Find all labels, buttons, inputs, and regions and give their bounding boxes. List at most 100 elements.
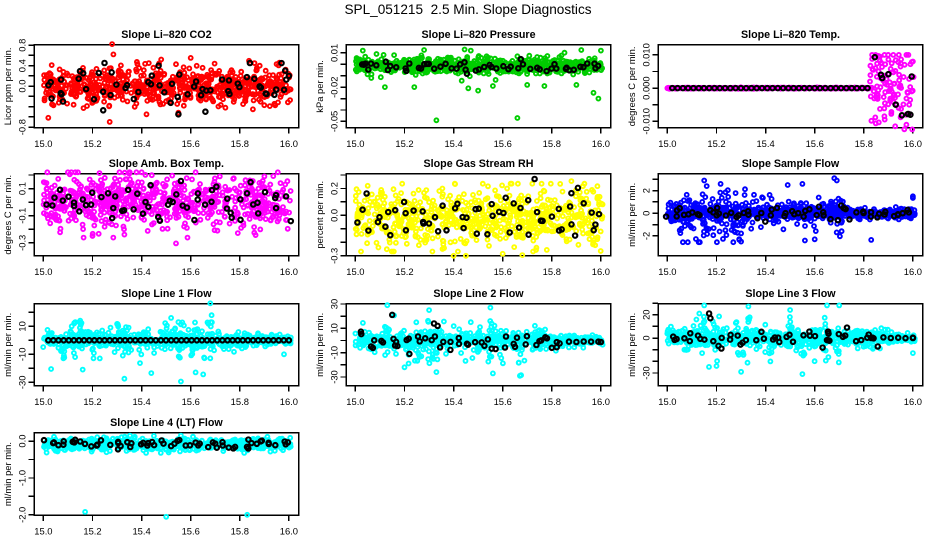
svg-text:15.0: 15.0 [658, 138, 676, 149]
svg-text:16.0: 16.0 [592, 138, 610, 149]
svg-text:15.0: 15.0 [346, 266, 364, 277]
svg-text:0: 0 [641, 211, 652, 216]
svg-text:30: 30 [329, 299, 340, 309]
svg-text:Slope Li–820 Pressure: Slope Li–820 Pressure [421, 29, 535, 41]
svg-text:degrees C per min.: degrees C per min. [2, 175, 13, 255]
svg-text:Slope Line 2 Flow: Slope Line 2 Flow [433, 288, 524, 300]
svg-text:16.0: 16.0 [592, 396, 610, 407]
svg-text:0.1: 0.1 [17, 182, 28, 195]
svg-text:15.4: 15.4 [756, 266, 774, 277]
svg-text:15.6: 15.6 [806, 396, 824, 407]
svg-text:16.0: 16.0 [904, 396, 922, 407]
svg-text:10: 10 [17, 321, 28, 331]
svg-text:15.2: 15.2 [83, 526, 101, 537]
svg-text:15.2: 15.2 [395, 138, 413, 149]
svg-text:15.2: 15.2 [707, 266, 725, 277]
svg-text:15.6: 15.6 [182, 138, 200, 149]
svg-text:15.4: 15.4 [132, 266, 150, 277]
svg-text:-0.3: -0.3 [329, 248, 340, 264]
svg-text:Slope Line 3 Flow: Slope Line 3 Flow [745, 288, 836, 300]
svg-text:0.8: 0.8 [17, 39, 28, 52]
svg-text:16.0: 16.0 [280, 526, 298, 537]
svg-text:kPa per min.: kPa per min. [314, 60, 325, 113]
svg-text:Slope Sample Flow: Slope Sample Flow [742, 158, 840, 170]
svg-text:-0.010: -0.010 [641, 108, 652, 135]
svg-text:15.8: 15.8 [543, 266, 561, 277]
svg-text:-0.3: -0.3 [17, 235, 28, 251]
svg-text:15.4: 15.4 [132, 396, 150, 407]
svg-text:-2: -2 [641, 232, 652, 240]
svg-text:0.0: 0.0 [329, 209, 340, 222]
svg-text:15.0: 15.0 [34, 396, 52, 407]
svg-text:-30: -30 [641, 366, 652, 380]
svg-text:16.0: 16.0 [280, 266, 298, 277]
svg-text:15.2: 15.2 [395, 396, 413, 407]
svg-text:15.6: 15.6 [494, 266, 512, 277]
svg-text:-30: -30 [329, 370, 340, 384]
svg-text:Slope Gas Stream RH: Slope Gas Stream RH [424, 158, 534, 170]
svg-text:2: 2 [641, 188, 652, 193]
svg-text:15.2: 15.2 [83, 396, 101, 407]
svg-text:ml/min per min.: ml/min per min. [2, 442, 13, 506]
svg-text:16.0: 16.0 [904, 138, 922, 149]
svg-text:-30: -30 [17, 376, 28, 390]
svg-text:-0.05: -0.05 [329, 111, 340, 132]
svg-text:15.8: 15.8 [231, 396, 249, 407]
svg-text:15.2: 15.2 [83, 138, 101, 149]
svg-text:15.0: 15.0 [34, 266, 52, 277]
svg-text:15.4: 15.4 [756, 138, 774, 149]
svg-text:15.2: 15.2 [707, 138, 725, 149]
svg-text:15.2: 15.2 [707, 396, 725, 407]
svg-text:-0.8: -0.8 [17, 119, 28, 135]
svg-text:-2.0: -2.0 [17, 507, 28, 523]
svg-text:0.4: 0.4 [17, 59, 28, 72]
svg-text:0.0: 0.0 [17, 80, 28, 93]
svg-text:15.8: 15.8 [543, 138, 561, 149]
svg-text:15.4: 15.4 [132, 526, 150, 537]
svg-text:15.8: 15.8 [231, 266, 249, 277]
svg-text:15.6: 15.6 [494, 138, 512, 149]
svg-text:15.6: 15.6 [806, 138, 824, 149]
svg-text:15.8: 15.8 [855, 138, 873, 149]
svg-text:15.4: 15.4 [444, 138, 462, 149]
svg-text:15.8: 15.8 [543, 396, 561, 407]
svg-text:ml/min per min.: ml/min per min. [626, 183, 637, 247]
svg-text:15.6: 15.6 [182, 266, 200, 277]
svg-text:15.4: 15.4 [756, 396, 774, 407]
svg-text:15.8: 15.8 [855, 396, 873, 407]
svg-text:15.4: 15.4 [132, 138, 150, 149]
svg-text:-0.02: -0.02 [329, 77, 340, 98]
svg-text:15.6: 15.6 [494, 396, 512, 407]
svg-text:0.010: 0.010 [641, 43, 652, 66]
svg-text:-0.1: -0.1 [17, 208, 28, 224]
svg-text:SPL_051215 2.5 Min. Slope Dia: SPL_051215 2.5 Min. Slope Diagnostics [344, 2, 591, 17]
svg-text:16.0: 16.0 [592, 266, 610, 277]
svg-text:16.0: 16.0 [904, 266, 922, 277]
svg-text:15.8: 15.8 [231, 526, 249, 537]
svg-text:16.0: 16.0 [280, 396, 298, 407]
svg-text:0.2: 0.2 [329, 182, 340, 195]
svg-text:15.0: 15.0 [658, 396, 676, 407]
svg-text:-10: -10 [329, 346, 340, 360]
svg-text:15.0: 15.0 [34, 138, 52, 149]
svg-text:15.0: 15.0 [346, 396, 364, 407]
svg-text:Slope Li–820 CO2: Slope Li–820 CO2 [121, 29, 211, 41]
svg-text:ml/min per min.: ml/min per min. [314, 313, 325, 377]
svg-text:15.6: 15.6 [182, 526, 200, 537]
svg-text:Slope Li–820 Temp.: Slope Li–820 Temp. [741, 29, 840, 41]
svg-text:15.6: 15.6 [182, 396, 200, 407]
svg-text:15.0: 15.0 [658, 266, 676, 277]
svg-text:Slope Line 4 (LT) Flow: Slope Line 4 (LT) Flow [110, 417, 223, 429]
svg-text:-1.0: -1.0 [17, 470, 28, 486]
svg-text:Slope Amb. Box Temp.: Slope Amb. Box Temp. [109, 158, 224, 170]
svg-text:15.0: 15.0 [34, 526, 52, 537]
svg-text:degrees C per min.: degrees C per min. [626, 47, 637, 127]
svg-text:20: 20 [641, 309, 652, 319]
svg-text:15.4: 15.4 [444, 266, 462, 277]
svg-text:0.0: 0.0 [17, 435, 28, 448]
svg-text:Slope Line 1 Flow: Slope Line 1 Flow [121, 288, 212, 300]
svg-text:10: 10 [329, 323, 340, 333]
svg-text:-10: -10 [17, 348, 28, 362]
svg-text:15.0: 15.0 [346, 138, 364, 149]
svg-text:0.01: 0.01 [329, 44, 340, 62]
